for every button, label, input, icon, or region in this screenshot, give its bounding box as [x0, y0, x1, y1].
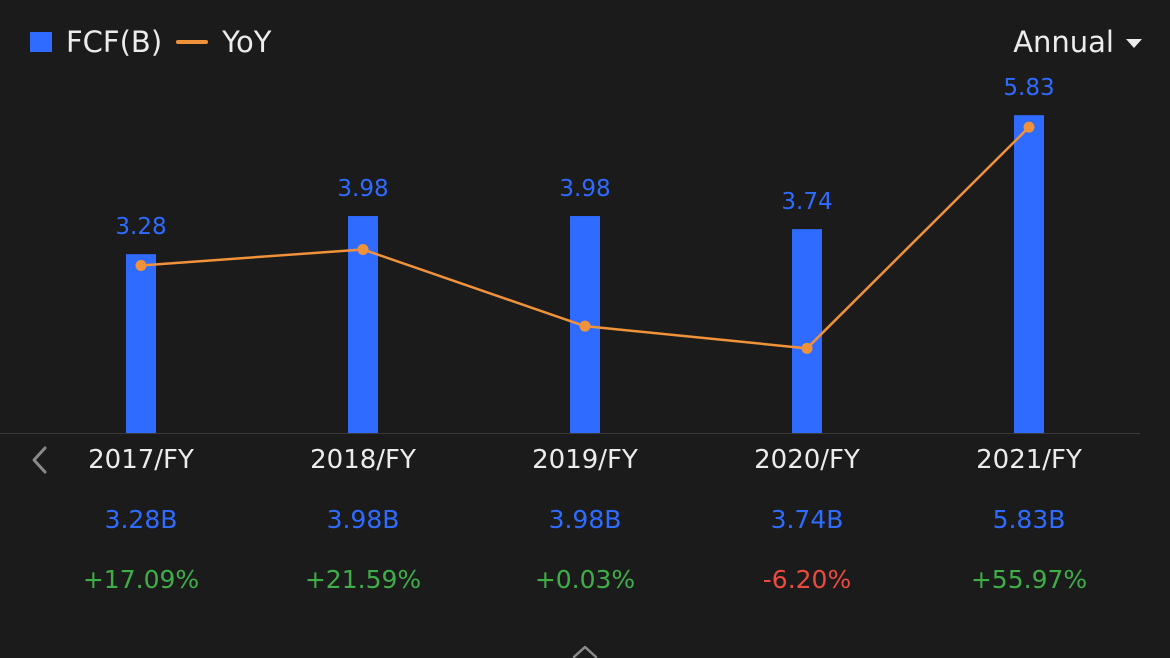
- yoy-point-2018/FY: [357, 243, 369, 255]
- period-dropdown[interactable]: Annual: [1013, 22, 1142, 62]
- caret-down-icon: [1126, 39, 1142, 48]
- yoy-point-2017/FY: [135, 259, 147, 271]
- year-label: 2018/FY: [310, 445, 416, 475]
- bar-value-label: 3.74: [781, 189, 832, 215]
- fcf-value: 3.98B: [548, 505, 622, 534]
- year-label: 2019/FY: [532, 445, 638, 475]
- legend-line-swatch: [176, 40, 209, 44]
- fcf-value: 3.98B: [326, 505, 400, 534]
- yoy-change: +55.97%: [970, 565, 1088, 594]
- chevron-up-icon[interactable]: [570, 644, 600, 658]
- period-dropdown-label: Annual: [1013, 25, 1114, 59]
- fcf-value: 5.83B: [992, 505, 1066, 534]
- legend-line-label: YoY: [222, 25, 272, 59]
- bar-value-label: 3.28: [115, 214, 166, 240]
- year-label: 2017/FY: [88, 445, 194, 475]
- bar-value-label: 5.83: [1003, 75, 1054, 101]
- yoy-change: -6.20%: [762, 565, 852, 594]
- yoy-point-2020/FY: [801, 342, 813, 354]
- chevron-left-icon[interactable]: [28, 444, 52, 476]
- bar-2021/FY: [1014, 115, 1044, 434]
- yoy-change: +0.03%: [534, 565, 636, 594]
- fcf-value: 3.74B: [770, 505, 844, 534]
- yoy-change: +21.59%: [304, 565, 422, 594]
- yoy-change: +17.09%: [82, 565, 200, 594]
- bar-2017/FY: [126, 254, 156, 433]
- bar-value-label: 3.98: [337, 176, 388, 202]
- yoy-point-2021/FY: [1023, 121, 1035, 133]
- legend-bar-swatch: [30, 32, 52, 52]
- fcf-value: 3.28B: [104, 505, 178, 534]
- chart-legend: FCF(B) YoY: [30, 22, 271, 62]
- year-label: 2021/FY: [976, 445, 1082, 475]
- legend-bar-label: FCF(B): [66, 25, 163, 59]
- yoy-point-2019/FY: [579, 320, 591, 332]
- bar-value-label: 3.98: [559, 176, 610, 202]
- year-label: 2020/FY: [754, 445, 860, 475]
- bar-2020/FY: [792, 229, 822, 433]
